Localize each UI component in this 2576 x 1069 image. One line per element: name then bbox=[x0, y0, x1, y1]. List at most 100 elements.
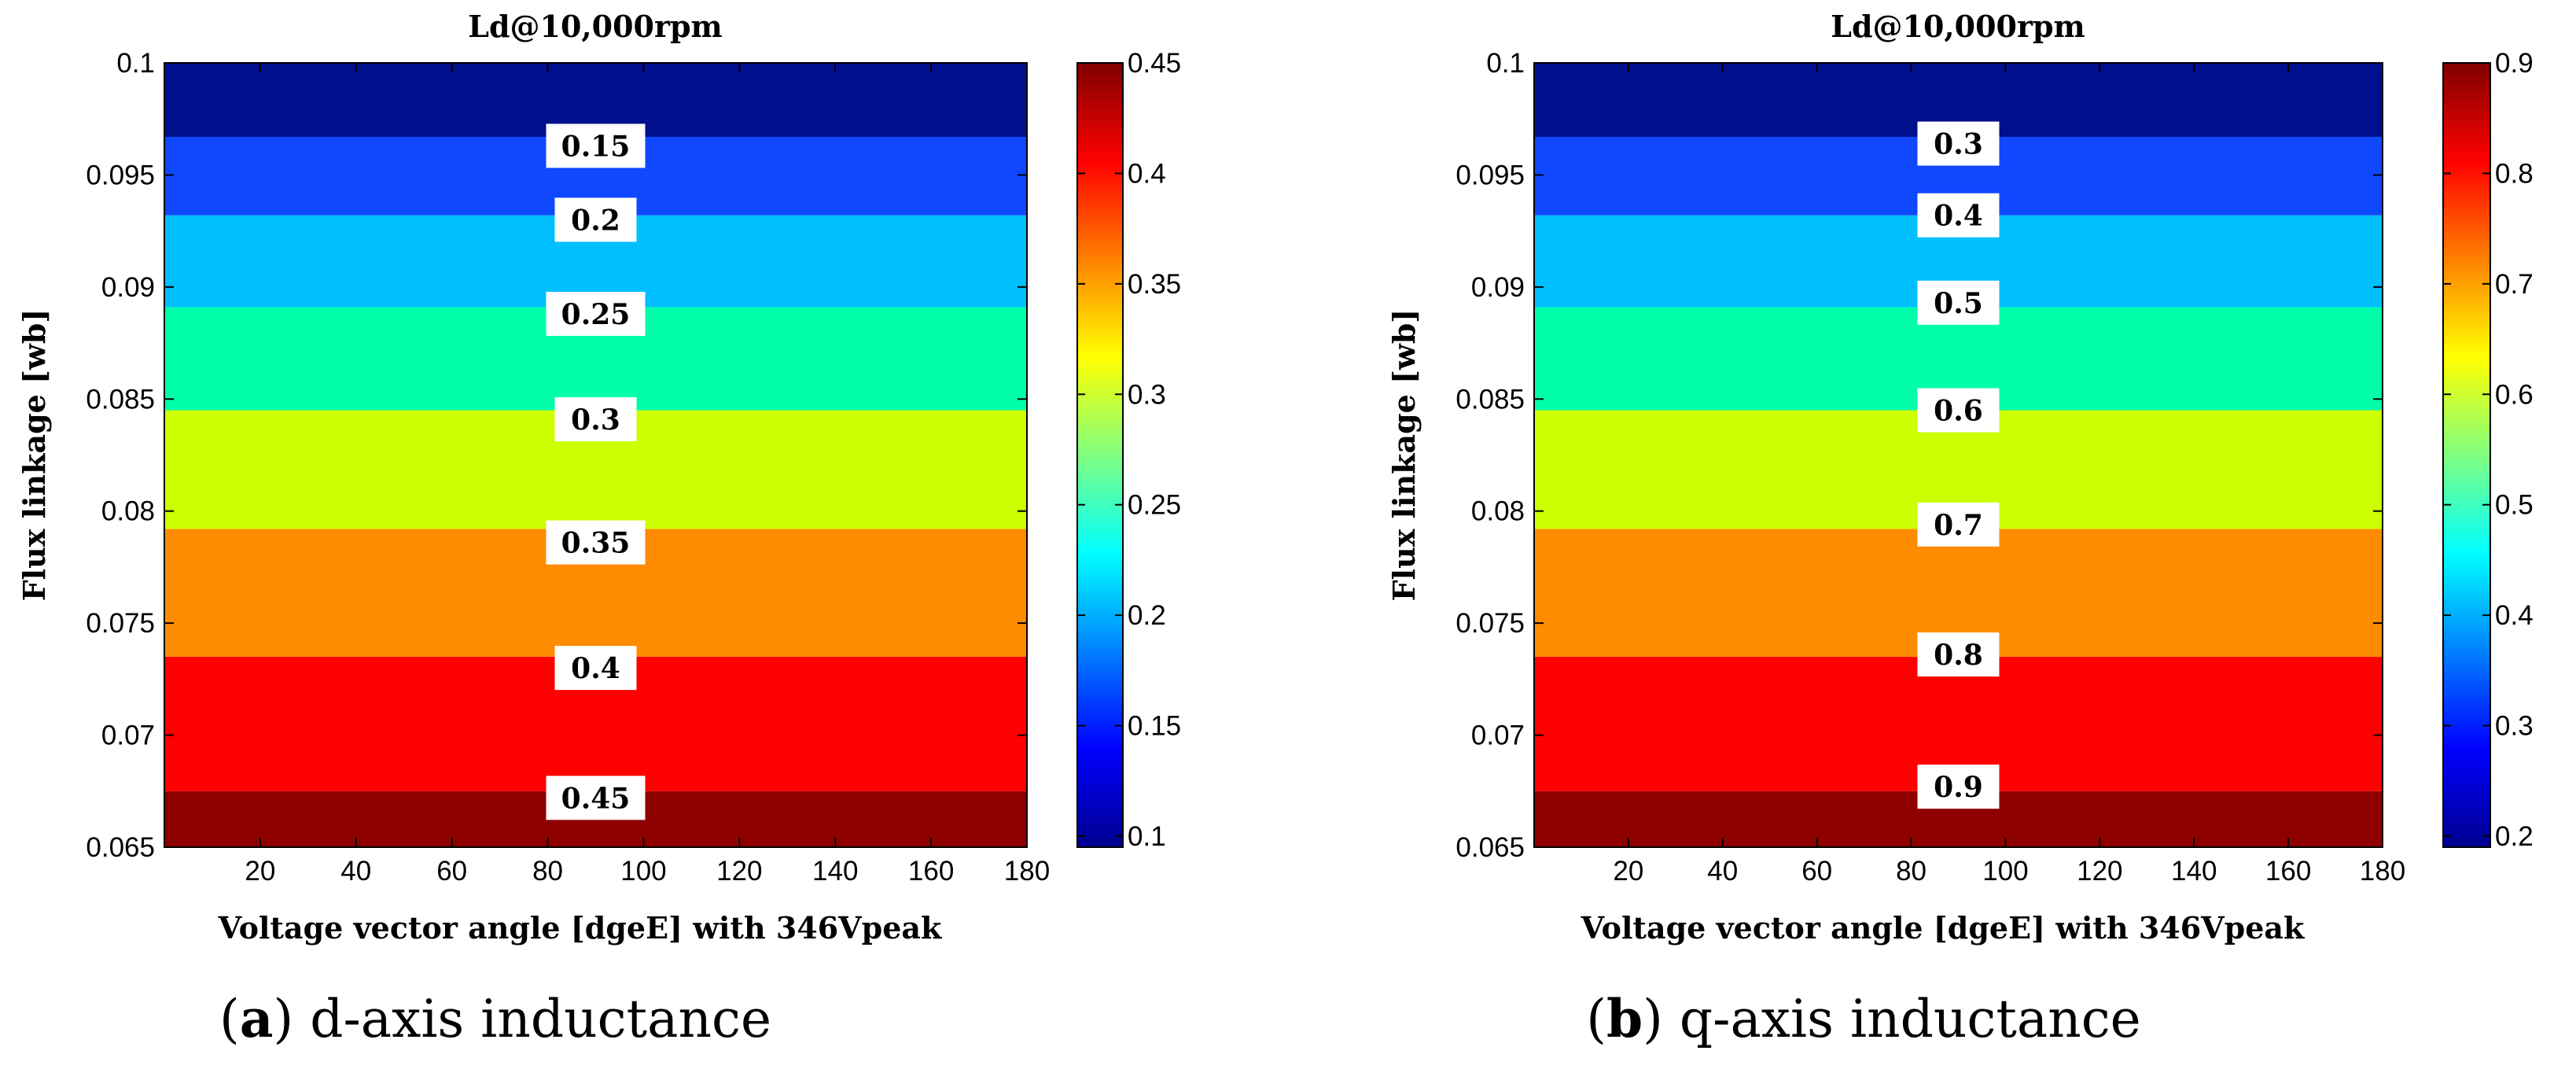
panel-caption: (a) d-axis inductance bbox=[219, 988, 771, 1049]
contour-label-box bbox=[546, 520, 646, 565]
y-axis-label: Flux linkage [wb] bbox=[1386, 309, 1422, 602]
caption-paren-close: ) bbox=[1643, 989, 1680, 1049]
y-tick-label: 0.07 bbox=[101, 721, 155, 751]
y-axis-label: Flux linkage [wb] bbox=[17, 309, 52, 602]
x-axis-label: Voltage vector angle [dgeE] with 346Vpea… bbox=[1581, 910, 2305, 946]
x-tick-label: 40 bbox=[1707, 856, 1738, 887]
contour-label-box bbox=[1917, 632, 2000, 677]
colorbar-tick-label: 0.45 bbox=[1128, 48, 1181, 79]
contour-label-box bbox=[1917, 765, 2000, 809]
x-tick-label: 180 bbox=[1004, 856, 1050, 887]
x-tick-label: 140 bbox=[812, 856, 858, 887]
y-tick-label: 0.09 bbox=[1471, 272, 1525, 303]
y-tick-label: 0.1 bbox=[116, 48, 155, 79]
y-tick-label: 0.1 bbox=[1486, 48, 1525, 79]
x-tick-label: 180 bbox=[2360, 856, 2405, 887]
caption-letter: a bbox=[240, 988, 274, 1049]
x-tick-label: 20 bbox=[1613, 856, 1643, 887]
contour-label: 0.6 bbox=[1934, 395, 1983, 428]
colorbar bbox=[1076, 62, 1124, 848]
contour-label-box bbox=[1917, 388, 2000, 433]
y-tick-label: 0.065 bbox=[86, 832, 155, 863]
contour-label-box bbox=[546, 776, 646, 820]
colorbar-tick-label: 0.4 bbox=[2495, 600, 2534, 631]
contour-label: 0.8 bbox=[1934, 639, 1983, 672]
y-tick-label: 0.075 bbox=[1455, 608, 1525, 639]
chart-title: Ld@10,000rpm bbox=[468, 9, 723, 44]
colorbar-tick-label: 0.6 bbox=[2495, 379, 2534, 410]
colorbar-tick-label: 0.1 bbox=[1128, 821, 1166, 852]
contour-label: 0.9 bbox=[1934, 771, 1983, 804]
contour-label: 0.25 bbox=[561, 298, 631, 331]
colorbar bbox=[2442, 62, 2491, 848]
x-axis-label: Voltage vector angle [dgeE] with 346Vpea… bbox=[218, 910, 942, 946]
chart-panel-a: Ld@10,000rpm 20 40 60 80 100 120 140 160 180 0.065… bbox=[17, 9, 1181, 1049]
panel-caption: (b) q-axis inductance bbox=[1586, 988, 2140, 1049]
contour-label-box bbox=[546, 292, 646, 337]
y-tick-label: 0.08 bbox=[101, 496, 155, 527]
colorbar-tick-label: 0.5 bbox=[2495, 490, 2534, 521]
contour-label: 0.45 bbox=[561, 782, 631, 815]
x-tick-label: 120 bbox=[716, 856, 762, 887]
x-tick-label: 160 bbox=[908, 856, 954, 887]
contour-label-box bbox=[1917, 121, 2000, 166]
caption-letter: b bbox=[1606, 988, 1643, 1049]
colorbar-tick-label: 0.25 bbox=[1128, 490, 1181, 521]
contour-label: 0.35 bbox=[561, 527, 631, 560]
colorbar-tick-label: 0.2 bbox=[2495, 821, 2534, 852]
y-tick-label: 0.085 bbox=[86, 384, 155, 415]
x-tick-label: 20 bbox=[245, 856, 275, 887]
colorbar-tick-label: 0.2 bbox=[1128, 600, 1166, 631]
contour-label: 0.4 bbox=[1934, 200, 1983, 233]
contour-label-box bbox=[554, 197, 637, 242]
caption-paren-close: ) bbox=[273, 989, 310, 1049]
contour-label-box bbox=[1917, 280, 2000, 325]
x-tick-label: 100 bbox=[620, 856, 666, 887]
x-tick-label: 120 bbox=[2077, 856, 2122, 887]
contour-label: 0.5 bbox=[1934, 287, 1983, 320]
y-tick-label: 0.095 bbox=[1455, 160, 1525, 190]
x-tick-label: 160 bbox=[2265, 856, 2311, 887]
contour-label: 0.15 bbox=[561, 130, 631, 163]
caption-text: q-axis inductance bbox=[1680, 989, 2141, 1049]
colorbar-tick-label: 0.4 bbox=[1128, 158, 1166, 189]
colorbar-tick-label: 0.3 bbox=[2495, 711, 2534, 742]
x-tick-label: 80 bbox=[1896, 856, 1926, 887]
x-tick-label: 80 bbox=[532, 856, 563, 887]
y-tick-label: 0.08 bbox=[1471, 496, 1525, 527]
colorbar-tick-label: 0.7 bbox=[2495, 269, 2534, 300]
x-tick-label: 60 bbox=[1801, 856, 1832, 887]
plot-frame bbox=[164, 62, 1028, 848]
x-tick-label: 60 bbox=[436, 856, 467, 887]
chart-panel-b: Ld@10,000rpm 20 40 60 80 100 120 140 160 180 0.065… bbox=[1386, 9, 2534, 1049]
colorbar-tick-label: 0.3 bbox=[1128, 379, 1166, 410]
y-tick-label: 0.09 bbox=[101, 272, 155, 303]
contour-label: 0.4 bbox=[571, 652, 620, 685]
y-tick-label: 0.065 bbox=[1455, 832, 1525, 863]
contour-label: 0.7 bbox=[1934, 509, 1983, 542]
y-tick-label: 0.07 bbox=[1471, 721, 1525, 751]
contour-label: 0.3 bbox=[1934, 128, 1983, 161]
colorbar-tick-label: 0.15 bbox=[1128, 711, 1181, 742]
contour-label-box bbox=[1917, 502, 2000, 547]
colorbar-tick-label: 0.35 bbox=[1128, 269, 1181, 300]
y-tick-label: 0.095 bbox=[86, 160, 155, 190]
x-tick-label: 40 bbox=[340, 856, 371, 887]
colorbar-tick-label: 0.9 bbox=[2495, 48, 2534, 79]
caption-text: d-axis inductance bbox=[310, 989, 771, 1049]
x-tick-label: 100 bbox=[1982, 856, 2028, 887]
y-tick-label: 0.085 bbox=[1455, 384, 1525, 415]
x-tick-label: 140 bbox=[2171, 856, 2217, 887]
contour-label: 0.2 bbox=[571, 204, 620, 237]
contour-label: 0.3 bbox=[571, 404, 620, 437]
colorbar-tick-label: 0.8 bbox=[2495, 158, 2534, 189]
y-tick-label: 0.075 bbox=[86, 608, 155, 639]
contour-label-box bbox=[1917, 193, 2000, 238]
caption-paren-open: ( bbox=[1586, 989, 1606, 1049]
caption-paren-open: ( bbox=[219, 989, 240, 1049]
plot-frame bbox=[1533, 62, 2383, 848]
contour-label-box bbox=[554, 646, 637, 691]
chart-title: Ld@10,000rpm bbox=[1831, 9, 2085, 44]
contour-label-box bbox=[554, 396, 637, 441]
